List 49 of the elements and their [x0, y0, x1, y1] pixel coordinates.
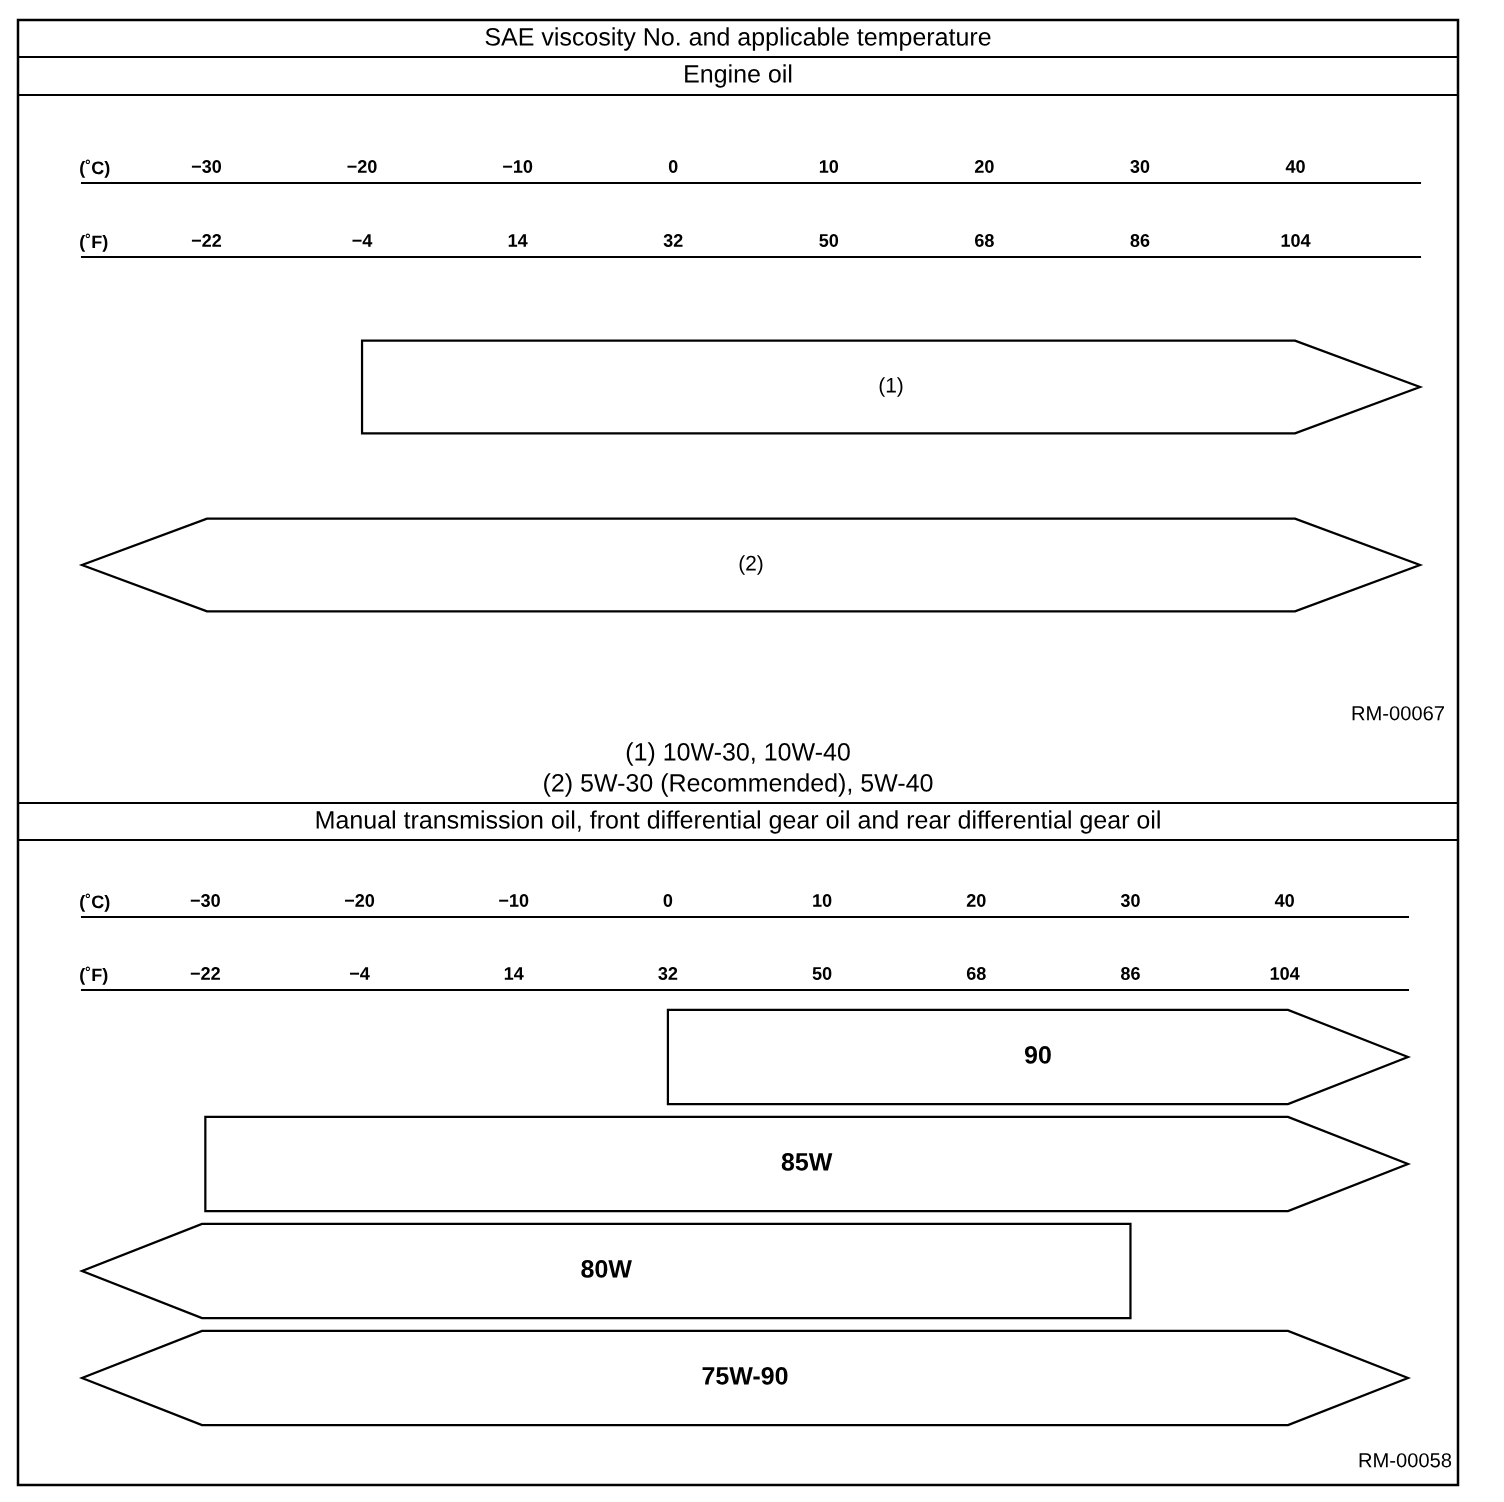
x-tick-label: 0 — [663, 894, 673, 907]
x2-tick-label: −4 — [349, 967, 370, 980]
x2-tick-label: −4 — [352, 234, 373, 247]
x-tick-label: 10 — [813, 894, 832, 907]
y-tick-label: 80W — [581, 1260, 632, 1278]
x-tick-label: −20 — [347, 160, 377, 173]
x2-tick-label: −22 — [190, 967, 220, 980]
x2-tick-label: 86 — [1121, 967, 1140, 980]
x2-tick-label: 14 — [504, 967, 524, 980]
x-tick-label: 20 — [966, 894, 986, 907]
y-tick-label: 75W-90 — [702, 1367, 788, 1385]
chart-title: Manual transmission oil, front differential gear oil and rear differential gear oil — [316, 810, 1160, 834]
x-tick-label: −10 — [503, 160, 533, 173]
y-tick-label: 90 — [1024, 1046, 1051, 1064]
text: (1) 10W-30, 10W-40 — [626, 742, 850, 766]
x-axis-title: (˚C) — [80, 159, 110, 178]
text: RM-00067 — [1352, 706, 1444, 721]
x2-axis-title: (˚F) — [80, 233, 108, 252]
text: RM-00058 — [1359, 1453, 1452, 1468]
x2-tick-label: −22 — [191, 234, 222, 247]
x2-tick-label: 32 — [658, 967, 678, 980]
x-tick-label: 40 — [1285, 160, 1305, 173]
x2-tick-label: 86 — [1130, 234, 1150, 247]
x-tick-label: 20 — [974, 160, 994, 173]
x2-axis-title: (˚F) — [80, 966, 108, 985]
x2-tick-label: 104 — [1281, 234, 1311, 247]
x2-tick-label: 14 — [508, 234, 528, 247]
x-tick-label: −20 — [344, 894, 375, 907]
x-tick-label: 30 — [1130, 160, 1150, 173]
x-tick-label: 40 — [1274, 894, 1294, 907]
x-axis-title: (˚C) — [80, 893, 110, 912]
x2-tick-label: 68 — [966, 967, 986, 980]
y-tick-label: 85W — [781, 1153, 833, 1171]
x-tick-label: 30 — [1120, 894, 1140, 907]
x2-tick-label: 104 — [1270, 967, 1300, 980]
chart-subtitle: Engine oil — [685, 64, 792, 88]
x-tick-label: 0 — [668, 160, 678, 173]
y-tick-label: (1) — [879, 377, 903, 397]
x-tick-label: 10 — [819, 160, 839, 173]
x-tick-label: −10 — [499, 894, 529, 907]
x-tick-label: −30 — [191, 160, 222, 173]
text: (2) 5W-30 (Recommended), 5W-40 — [544, 773, 933, 797]
x2-tick-label: 50 — [812, 967, 832, 980]
x-tick-label: −30 — [190, 894, 220, 907]
x2-tick-label: 50 — [819, 234, 839, 247]
x2-tick-label: 68 — [974, 234, 994, 247]
x2-tick-label: 32 — [663, 234, 683, 247]
chart-title: SAE viscosity No. and applicable temperature — [485, 27, 991, 51]
y-tick-label: (2) — [739, 555, 763, 575]
